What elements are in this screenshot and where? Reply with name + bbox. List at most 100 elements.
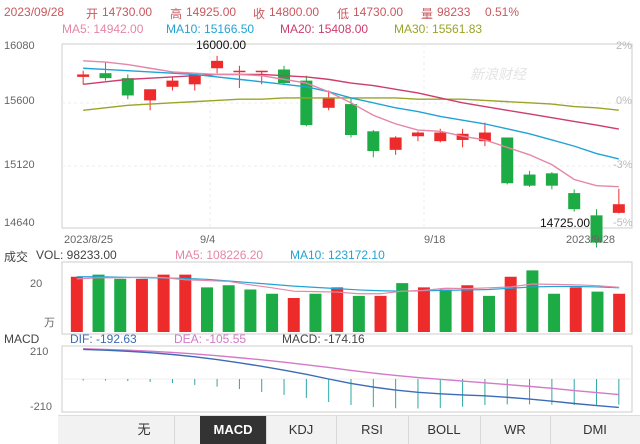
volume-bar bbox=[92, 274, 105, 332]
candle-up bbox=[478, 132, 491, 142]
volume-axis-top: 20 bbox=[30, 278, 43, 290]
ma10-legend: MA10: 15166.50 bbox=[166, 22, 255, 36]
volume-frame bbox=[61, 261, 633, 335]
vol-ma5: MA5: 108226.20 bbox=[175, 248, 264, 262]
ma20-legend: MA20: 15408.00 bbox=[280, 22, 369, 36]
quote-header: 2023/09/28 开 14730.00 高 14925.00 收 14800… bbox=[0, 0, 640, 24]
volume-bar bbox=[569, 287, 582, 332]
date-axis-label: 2023/9/28 bbox=[566, 234, 615, 246]
volume-bar bbox=[287, 298, 300, 332]
volume-bar bbox=[114, 278, 127, 332]
volume-bar bbox=[309, 293, 322, 332]
candle-up bbox=[255, 70, 268, 73]
volume-bar bbox=[222, 285, 235, 332]
candle-up bbox=[144, 89, 157, 101]
candle-down bbox=[568, 193, 581, 210]
macd-axis-bottom: -210 bbox=[30, 401, 53, 413]
volume-bar bbox=[244, 289, 257, 332]
high-annotation: 16000.00 bbox=[196, 38, 247, 52]
tab-none[interactable]: 无 bbox=[114, 416, 175, 444]
ma20-line bbox=[83, 73, 619, 130]
open-value: 14730.00 bbox=[102, 5, 153, 19]
ma-legend: MA5: 14942.00 MA10: 15166.50 MA20: 15408… bbox=[0, 22, 640, 38]
volume-bar bbox=[396, 283, 409, 332]
price-axis-label: 16080 bbox=[4, 40, 35, 52]
volume-bar bbox=[548, 293, 561, 332]
volume-bar bbox=[352, 295, 365, 332]
percent-axis-label: 0% bbox=[616, 95, 632, 107]
macd-panel-label: MACD bbox=[4, 332, 40, 346]
close-label: 收 bbox=[253, 7, 266, 21]
volume-panel-label: 成交 bbox=[4, 250, 29, 264]
low-annotation: 14725.00 bbox=[540, 216, 591, 230]
vol-ma5-line bbox=[76, 276, 620, 295]
candle-up bbox=[612, 204, 625, 213]
percent-axis-label: -3% bbox=[613, 159, 633, 171]
volume-bar bbox=[179, 274, 192, 332]
low-value: 14730.00 bbox=[353, 5, 404, 19]
candle-up bbox=[322, 97, 335, 108]
candle-down bbox=[345, 104, 357, 135]
high-label: 高 bbox=[170, 7, 183, 21]
ma5-legend: MA5: 14942.00 bbox=[62, 22, 144, 36]
volume-bar bbox=[331, 287, 344, 332]
volume-legend: 成交 VOL: 98233.00 MA5: 108226.20 MA10: 12… bbox=[0, 248, 640, 264]
candle-down bbox=[545, 173, 558, 186]
volume-bar bbox=[417, 287, 430, 332]
candle-up bbox=[188, 74, 201, 85]
candle-up bbox=[233, 70, 246, 73]
tab-boll[interactable]: BOLL bbox=[408, 416, 481, 444]
volume-bar bbox=[70, 276, 83, 332]
volume-bar bbox=[266, 293, 279, 332]
close-value: 14800.00 bbox=[269, 5, 320, 19]
vol-value: VOL: 98233.00 bbox=[36, 248, 117, 262]
date-axis-label: 2023/8/25 bbox=[64, 234, 113, 246]
tab-macd[interactable]: MACD bbox=[200, 416, 267, 444]
candle-up bbox=[211, 60, 224, 69]
candle-up bbox=[166, 80, 179, 87]
candle-down bbox=[501, 137, 514, 184]
volume-bar bbox=[135, 278, 148, 332]
dea-line bbox=[83, 348, 619, 396]
quote-date: 2023/09/28 bbox=[4, 5, 65, 19]
candle-up bbox=[389, 137, 402, 150]
volume-bar bbox=[591, 291, 604, 332]
price-axis-label: 14640 bbox=[4, 217, 35, 229]
tab-dmi[interactable]: DMI bbox=[550, 416, 640, 444]
low-label: 低 bbox=[337, 7, 350, 21]
volume-label: 量 bbox=[421, 7, 434, 21]
macd-lines bbox=[82, 348, 620, 409]
indicator-tabbar: 无 MACD KDJ RSI BOLL WR DMI bbox=[58, 415, 640, 444]
tab-rsi[interactable]: RSI bbox=[336, 416, 409, 444]
candles bbox=[77, 55, 625, 248]
vol-ma10: MA10: 123172.10 bbox=[290, 248, 385, 262]
watermark: 新浪财经 bbox=[470, 66, 526, 82]
volume-value: 98233 bbox=[437, 5, 471, 19]
volume-bar bbox=[483, 295, 495, 332]
candle-up bbox=[77, 74, 90, 77]
ma5-line bbox=[83, 60, 619, 188]
candle-up bbox=[434, 132, 447, 142]
candle-down bbox=[590, 215, 603, 243]
macd-axis-top: 210 bbox=[30, 346, 49, 358]
volume-bar bbox=[439, 289, 452, 332]
open-label: 开 bbox=[86, 7, 99, 21]
date-axis-label: 9/4 bbox=[200, 234, 216, 246]
dif-line bbox=[83, 348, 619, 409]
high-value: 14925.00 bbox=[186, 5, 237, 19]
price-axis-label: 15600 bbox=[4, 95, 35, 107]
percent-axis-label: -5% bbox=[613, 217, 633, 229]
volume-bar bbox=[374, 295, 387, 332]
percent-axis-label: 2% bbox=[616, 40, 632, 52]
candle-down bbox=[523, 174, 536, 186]
volume-bar bbox=[613, 293, 626, 332]
tab-kdj[interactable]: KDJ bbox=[266, 416, 337, 444]
volume-bar bbox=[461, 285, 474, 332]
change-percent: 0.51% bbox=[485, 5, 520, 19]
macd-dea: DEA: -105.55 bbox=[174, 332, 247, 346]
volume-bar bbox=[201, 287, 213, 332]
tab-wr[interactable]: WR bbox=[480, 416, 551, 444]
volume-bar bbox=[157, 274, 170, 332]
macd-value: MACD: -174.16 bbox=[282, 332, 365, 346]
